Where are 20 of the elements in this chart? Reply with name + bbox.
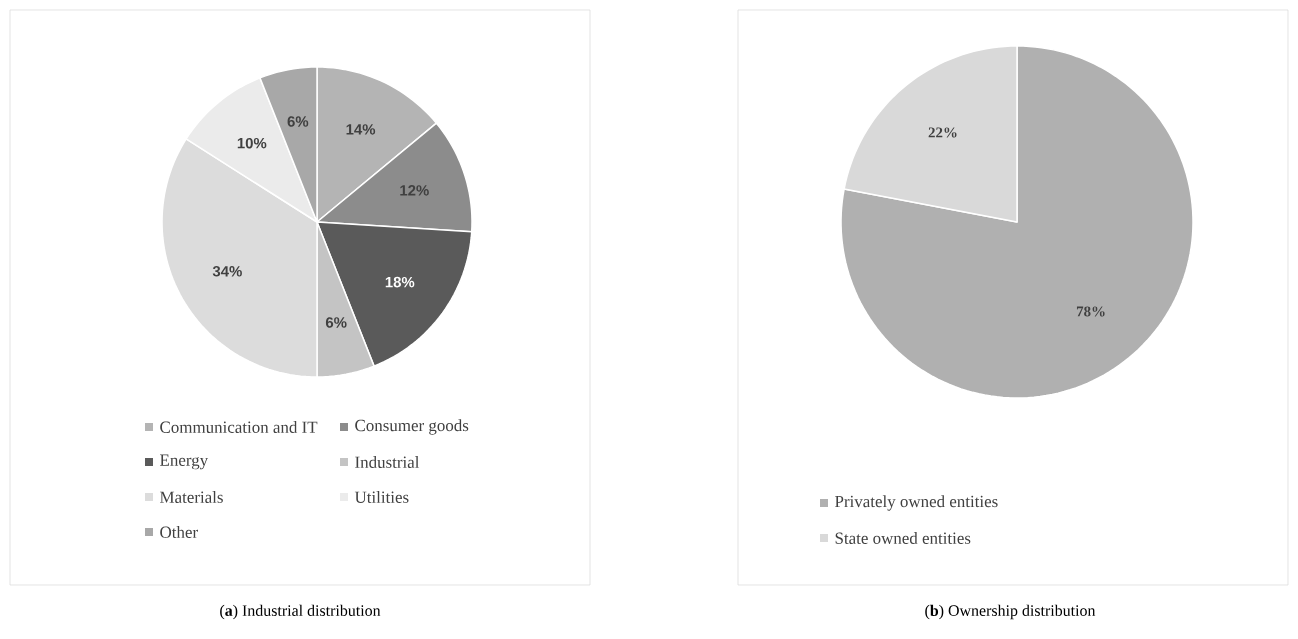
data-label: 10% [237, 137, 267, 149]
data-label: 6% [287, 116, 309, 127]
legend-label: Industrial [355, 456, 420, 468]
legend-label: Utilities [354, 491, 409, 503]
legend-label: Materials [160, 491, 223, 503]
legend-label: Consumer goods [355, 419, 469, 435]
text: (b) Ownership distribution [925, 604, 1096, 620]
legend-label: Communication and IT [160, 421, 318, 433]
data-label: 18% [385, 276, 415, 288]
data-label: 78% [1076, 306, 1105, 317]
legend-label: Energy [160, 454, 209, 470]
data-label: 34% [212, 265, 242, 277]
data-label: 6% [325, 317, 347, 328]
data-label: 22% [928, 127, 957, 138]
legend-label: State owned entities [835, 532, 971, 544]
data-label: 12% [400, 185, 429, 196]
legend-label: Privately owned entities [835, 495, 998, 511]
legend-label: Other [160, 526, 198, 538]
data-label: 14% [346, 124, 376, 135]
text: (a) Industrial distribution [220, 604, 381, 620]
